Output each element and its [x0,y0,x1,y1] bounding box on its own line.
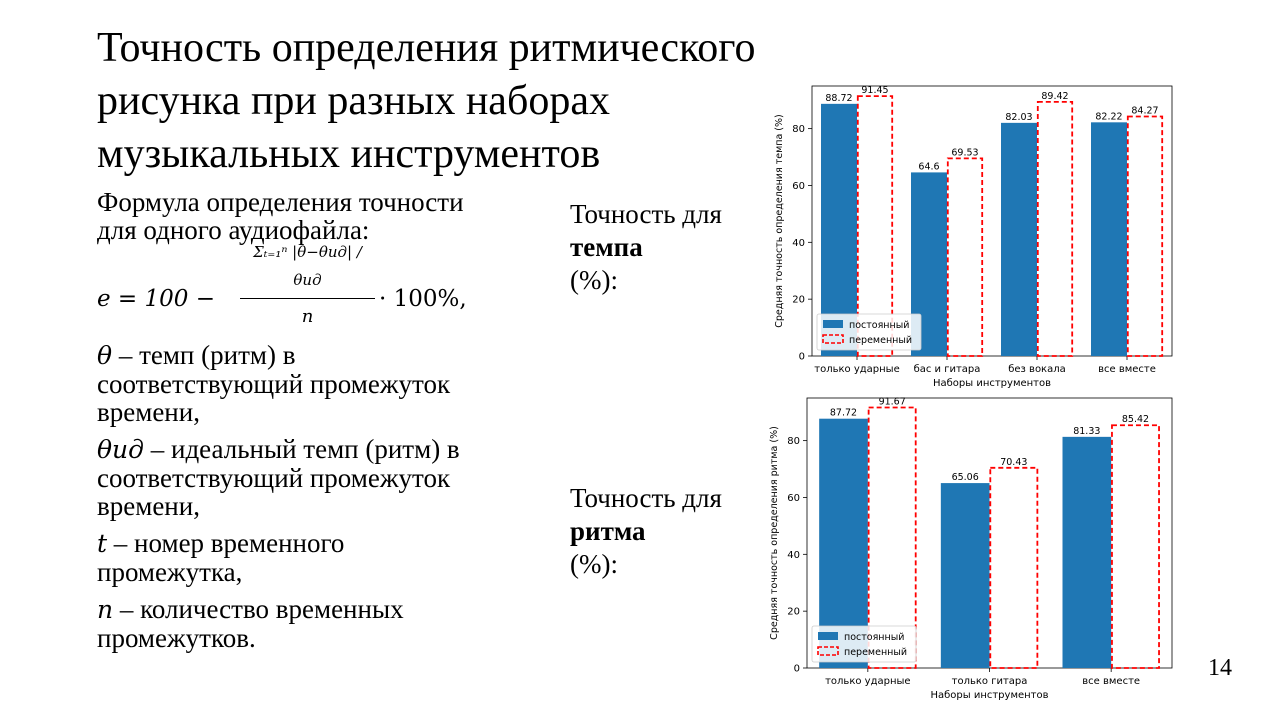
bar-постоянный [1091,122,1127,356]
x-tick-label: бас и гитара [914,364,981,375]
bar-value-label: 89.42 [1041,91,1068,102]
y-tick-label: 40 [787,550,800,561]
definition-text: промежутка, [97,557,243,587]
legend-label: переменный [849,335,912,346]
definition-theta: θ – темп (ритм) в соответствующий промеж… [97,341,567,426]
definition-text: – темп (ритм) в [112,340,296,370]
legend-swatch [818,632,838,640]
definition-text: соответствующий промежуток [97,463,451,493]
legend-label: постоянный [849,320,909,331]
bar-постоянный [940,483,990,668]
page-number: 14 [1208,655,1232,681]
definition-text: – номер временного [107,528,345,558]
x-tick-label: без вокала [1008,364,1066,375]
formula-fraction: Σₜ₌₁ⁿ |θ−θид| / θид n [240,243,375,331]
caption-rest: (%): [570,265,618,295]
definition-theta-ideal: θид – идеальный темп (ритм) в соответств… [97,435,567,520]
bar-переменный [1036,100,1074,357]
y-tick-label: 20 [787,607,800,618]
definition-symbol: t [97,529,108,558]
definition-symbol: θ [97,341,113,370]
definition-text: соответствующий промежуток [97,369,451,399]
x-tick-label: только гитара [952,676,1028,687]
bar-value-label: 87.72 [830,408,857,419]
bar-переменный [856,95,894,357]
y-tick-label: 40 [792,238,805,249]
legend-swatch [822,334,844,344]
bar-value-label: 64.6 [918,161,939,172]
bar-value-label: 85.42 [1122,414,1149,425]
formula-denominator: n [301,306,314,327]
y-tick-label: 20 [792,295,805,306]
caption-rhythm: Точность для ритма (%): [570,482,722,581]
bar-value-label: 84.27 [1131,105,1158,116]
formula-lhs: e = 100 − [97,286,215,312]
bar-переменный [1126,115,1164,357]
bar-переменный [867,406,917,669]
bar-value-label: 69.53 [951,147,978,158]
tempo-accuracy-chart: 0 20 40 60 80 Средняя точность определения те… [774,85,1173,388]
bar-переменный [946,157,984,357]
caption-tempo: Точность для темпа (%): [570,198,722,297]
definition-text: времени, [97,491,200,521]
y-tick-label: 80 [787,436,800,447]
x-tick-label: все вместе [1098,364,1156,375]
bar-value-label: 70.43 [1000,457,1027,468]
caption-line: Точность для [570,483,722,513]
bar-value-label: 91.67 [879,396,906,407]
formula-intro-line: для одного аудиофайла: [97,215,370,245]
bar-value-label: 81.33 [1073,426,1100,437]
accuracy-formula: e = 100 − Σₜ₌₁ⁿ |θ−θид| / θид n · 100%, [97,243,567,335]
y-tick-label: 60 [792,181,805,192]
title-line: музыкальных инструментов [97,131,601,177]
legend-label: постоянный [844,632,904,643]
formula-rhs: · 100%, [379,286,467,312]
caption-rest: (%): [570,549,618,579]
legend-swatch [817,646,839,656]
definition-text: времени, [97,397,200,427]
x-axis-label: Наборы инструментов [933,378,1051,388]
bar-переменный [1111,424,1160,669]
bar-постоянный [1001,122,1037,356]
formula-section: Формула определения точности для одного … [97,188,567,661]
caption-bold: темпа [570,232,643,262]
formula-intro: Формула определения точности для одного … [97,188,567,244]
x-tick-label: только ударные [825,676,910,687]
bar-value-label: 82.22 [1095,111,1122,122]
y-tick-label: 0 [794,664,800,675]
bar-value-label: 82.03 [1005,112,1032,123]
rhythm-accuracy-chart: 0 20 40 60 80 Средняя точность определения ри… [769,396,1173,701]
plot-frame [811,85,1173,357]
bar-value-label: 91.45 [861,85,888,96]
definition-text: – идеальный темп (ритм) в [144,434,460,464]
x-tick-label: только ударные [814,364,899,375]
y-axis-label: Средняя точность определения темпа (%) [774,114,785,327]
definition-symbol: n [97,595,114,624]
y-tick-label: 80 [792,124,805,135]
x-axis-label: Наборы инструментов [930,690,1048,701]
bar-value-label: 65.06 [952,472,979,483]
slide-title: Точность определения ритмического рисунк… [97,22,897,181]
formula-intro-line: Формула определения точности [97,187,464,217]
definition-n: n – количество временных промежутков. [97,595,567,652]
title-line: рисунка при разных наборах [97,78,610,124]
y-axis-label: Средняя точность определения ритма (%) [769,426,780,640]
bar-value-label: 88.72 [825,93,852,104]
x-tick-label: все вместе [1082,676,1140,687]
legend-swatch [823,320,843,328]
title-line: Точность определения ритмического [97,25,756,71]
caption-line: Точность для [570,199,722,229]
definition-text: промежутков. [97,623,256,653]
definition-text: – количество временных [113,594,404,624]
legend-label: переменный [844,647,907,658]
bar-постоянный [1062,436,1112,668]
definition-symbol: θид [97,435,144,464]
y-tick-label: 0 [799,352,805,363]
caption-bold: ритма [570,516,646,546]
y-tick-label: 60 [787,493,800,504]
bar-переменный [989,466,1039,669]
formula-numerator: Σₜ₌₁ⁿ |θ−θид| / θид [240,243,375,299]
definition-t: t – номер временного промежутка, [97,529,567,586]
